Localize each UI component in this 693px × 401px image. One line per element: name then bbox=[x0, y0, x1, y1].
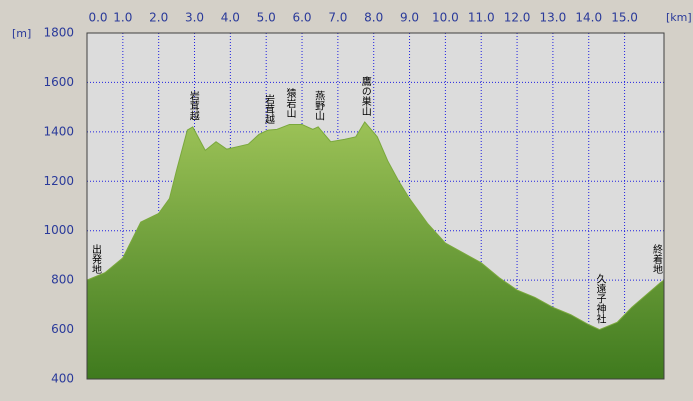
y-tick-label: 800 bbox=[51, 273, 74, 287]
plot-border bbox=[86, 32, 665, 380]
y-tick-label: 400 bbox=[51, 372, 74, 386]
annotation: 久遠子神社 bbox=[594, 273, 606, 324]
x-tick-label: 1.0 bbox=[113, 11, 132, 25]
y-tick-label: 1600 bbox=[43, 75, 74, 89]
annotation-text: 鷹の巣山 bbox=[359, 75, 371, 116]
annotation-text: 久遠子神社 bbox=[594, 273, 606, 324]
annotation: 岩茸越 bbox=[262, 93, 274, 124]
x-tick-label: 5.0 bbox=[257, 11, 276, 25]
x-tick-label: 4.0 bbox=[221, 11, 240, 25]
y-tick-label: 1800 bbox=[43, 26, 74, 40]
annotation-text: 出発地 bbox=[90, 243, 102, 274]
x-tick-label: 7.0 bbox=[328, 11, 347, 25]
annotation-text: 終着地 bbox=[651, 243, 663, 274]
y-tick-label: 600 bbox=[51, 322, 74, 336]
y-tick-label: 1000 bbox=[43, 223, 74, 237]
x-tick-label: 15.0 bbox=[611, 11, 638, 25]
annotation: 猿岩山 bbox=[284, 87, 296, 118]
x-axis-label: [km] bbox=[666, 11, 692, 24]
area-layer bbox=[86, 121, 665, 380]
annotation-text: 猿岩山 bbox=[284, 87, 296, 118]
annotation: 岩茸越 bbox=[187, 90, 199, 121]
x-tick-label: 2.0 bbox=[149, 11, 168, 25]
x-tick-label: 9.0 bbox=[400, 11, 419, 25]
x-tick-label: 3.0 bbox=[185, 11, 204, 25]
x-tick-label: 0.0 bbox=[88, 11, 107, 25]
y-axis-label: [m] bbox=[12, 27, 31, 40]
labels: 400 600 800 1000 1200 1400 1600 1800 0.0 1.0 2.0 3.… bbox=[43, 11, 662, 386]
annotation: 出発地 bbox=[90, 243, 102, 274]
annotation-text: 燕野山 bbox=[313, 91, 325, 121]
x-tick-label: 10.0 bbox=[432, 11, 459, 25]
annotation: 終着地 bbox=[651, 243, 663, 274]
x-tick-label: 14.0 bbox=[575, 11, 602, 25]
annotation-text: 岩茸越 bbox=[262, 93, 274, 124]
annotation: 鷹の巣山 bbox=[359, 75, 371, 116]
annotation-text: 岩茸越 bbox=[187, 90, 199, 121]
x-tick-label: 12.0 bbox=[504, 11, 531, 25]
y-tick-label: 1400 bbox=[43, 124, 74, 138]
y-tick-label: 1200 bbox=[43, 174, 74, 188]
x-tick-label: 8.0 bbox=[364, 11, 383, 25]
elevation-area bbox=[86, 121, 665, 380]
annotation: 燕野山 bbox=[313, 91, 325, 121]
x-tick-label: 6.0 bbox=[292, 11, 311, 25]
x-tick-label: 11.0 bbox=[468, 11, 495, 25]
x-tick-label: 13.0 bbox=[540, 11, 567, 25]
